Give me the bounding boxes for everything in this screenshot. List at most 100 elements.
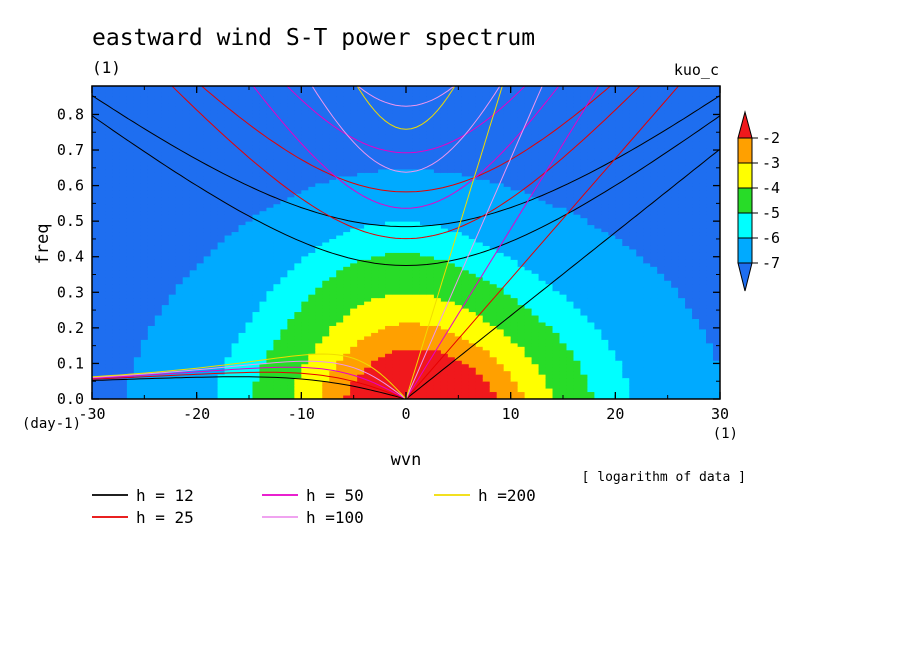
field-cell — [336, 106, 344, 111]
field-cell — [357, 110, 365, 115]
field-cell — [189, 312, 198, 317]
field-cell — [147, 239, 156, 244]
field-cell — [454, 103, 463, 108]
chart-title: eastward wind S-T power spectrum — [92, 25, 535, 51]
field-cell — [196, 277, 205, 282]
field-cell — [189, 228, 198, 233]
field-cell — [154, 235, 163, 240]
field-cell — [392, 343, 400, 348]
field-cell — [329, 346, 337, 351]
field-cell — [182, 270, 191, 275]
field-cell — [454, 339, 463, 344]
field-cell — [161, 232, 170, 237]
field-cell — [161, 392, 170, 397]
field-cell — [329, 301, 337, 306]
field-cell — [182, 103, 191, 108]
field-cell — [447, 96, 456, 101]
field-cell — [378, 266, 386, 271]
field-cell — [224, 322, 233, 327]
field-cell — [357, 200, 365, 205]
field-cell — [175, 152, 184, 157]
field-cell — [378, 162, 386, 167]
field-cell — [182, 266, 191, 271]
field-cell — [119, 193, 128, 198]
field-cell — [392, 190, 400, 195]
field-cell — [133, 301, 142, 306]
field-cell — [126, 113, 135, 118]
field-cell — [329, 378, 337, 383]
field-cell — [350, 127, 358, 132]
field-cell — [266, 301, 275, 306]
field-cell — [433, 346, 442, 351]
field-cell — [343, 308, 351, 313]
field-cell — [168, 346, 177, 351]
field-cell — [105, 124, 114, 129]
field-cell — [238, 218, 247, 223]
field-cell — [287, 86, 295, 91]
field-cell — [175, 110, 184, 115]
field-cell — [182, 339, 191, 344]
field-cell — [259, 131, 268, 136]
field-cell — [273, 172, 281, 178]
field-cell — [385, 305, 393, 310]
field-cell — [301, 305, 309, 310]
field-cell — [92, 92, 100, 98]
field-cell — [196, 193, 205, 198]
field-cell — [294, 381, 302, 386]
field-cell — [273, 169, 281, 174]
field-cell — [105, 270, 114, 275]
field-cell — [329, 353, 337, 358]
field-cell — [364, 218, 372, 223]
field-cell — [301, 127, 309, 132]
field-cell — [189, 179, 198, 184]
field-cell — [287, 245, 295, 251]
field-cell — [126, 353, 135, 358]
field-cell — [440, 232, 449, 237]
field-cell — [259, 357, 268, 362]
field-cell — [92, 211, 100, 216]
field-cell — [280, 339, 288, 344]
field-cell — [385, 134, 393, 139]
field-cell — [419, 211, 428, 216]
field-cell — [140, 259, 149, 264]
field-cell — [329, 343, 337, 348]
field-cell — [203, 131, 212, 136]
field-cell — [371, 179, 379, 184]
field-cell — [301, 287, 309, 292]
field-cell — [350, 89, 358, 94]
field-cell — [175, 259, 184, 264]
field-cell — [196, 218, 205, 223]
field-cell — [280, 197, 288, 202]
field-cell — [259, 113, 268, 118]
field-cell — [119, 176, 128, 181]
field-cell — [454, 110, 463, 115]
field-cell — [419, 252, 428, 258]
field-cell — [440, 329, 449, 334]
field-cell — [385, 103, 393, 108]
field-cell — [440, 138, 449, 143]
field-cell — [259, 99, 268, 104]
field-cell — [92, 162, 100, 167]
field-cell — [245, 301, 254, 306]
field-cell — [399, 225, 407, 230]
field-cell — [406, 312, 414, 317]
field-cell — [98, 298, 107, 303]
field-cell — [126, 280, 135, 285]
field-cell — [161, 329, 170, 334]
field-cell — [98, 319, 107, 324]
field-cell — [147, 312, 156, 317]
field-cell — [343, 110, 351, 115]
field-cell — [392, 152, 400, 157]
field-cell — [308, 183, 316, 188]
field-cell — [294, 165, 302, 171]
field-cell — [315, 228, 323, 233]
field-cell — [412, 252, 421, 258]
field-cell — [252, 179, 261, 184]
field-cell — [406, 176, 414, 181]
field-cell — [385, 228, 393, 233]
field-cell — [273, 120, 281, 125]
field-cell — [447, 353, 456, 358]
field-cell — [112, 367, 121, 372]
field-cell — [182, 162, 191, 167]
field-cell — [329, 350, 337, 355]
